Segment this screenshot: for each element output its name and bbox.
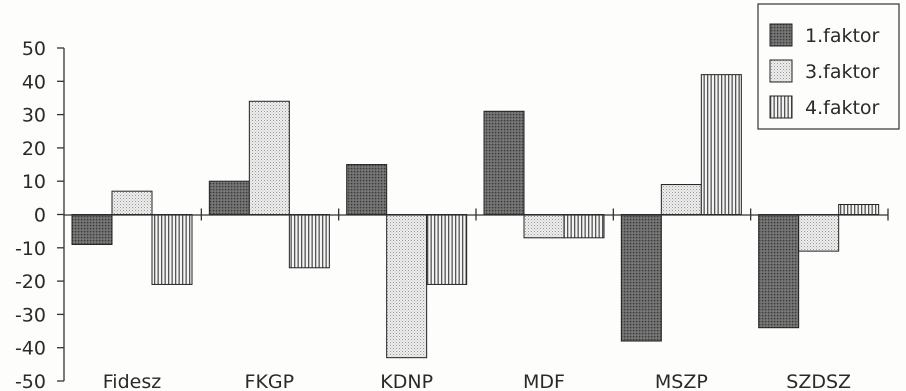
bars-group (71, 74, 880, 359)
bar-mszp-4faktor (700, 74, 742, 215)
legend-label: 3.faktor (805, 61, 880, 83)
bar-fidesz-4faktor (151, 214, 193, 285)
category-label: FKGP (245, 371, 295, 391)
bar-kdnp-4faktor (426, 214, 468, 285)
y-tick-label: -50 (15, 371, 46, 391)
bar-szdsz-4faktor (838, 204, 880, 215)
bar-fkgp-3faktor (248, 100, 290, 215)
y-tick-label: 0 (34, 205, 46, 227)
category-label: SZDSZ (786, 371, 851, 391)
bar-fkgp-1faktor (208, 180, 250, 215)
y-tick-label: 40 (22, 71, 46, 93)
legend-label: 4.faktor (805, 97, 880, 119)
bar-fidesz-3faktor (111, 190, 153, 216)
legend: 1.faktor 3.faktor 4.faktor (757, 3, 900, 130)
bar-kdnp-1faktor (346, 164, 388, 216)
bar-mszp-3faktor (660, 184, 702, 215)
bar-fidesz-1faktor (71, 214, 113, 245)
legend-swatch (769, 95, 793, 119)
y-tick-label: -30 (15, 304, 46, 326)
legend-swatch (769, 59, 793, 83)
bar-mdf-1faktor (483, 110, 525, 215)
bar-mszp-1faktor (620, 214, 662, 342)
category-label: MSZP (655, 371, 708, 391)
y-tick-label: 20 (22, 138, 46, 160)
bar-szdsz-1faktor (758, 214, 800, 329)
bar-mdf-4faktor (563, 214, 605, 239)
y-ticks: 50 40 30 20 10 0 -10 -20 -30 -40 -50 (15, 38, 64, 391)
bar-mdf-3faktor (523, 214, 565, 239)
y-tick-label: -10 (15, 238, 46, 260)
y-tick-label: 50 (22, 38, 46, 60)
legend-swatch (769, 23, 793, 47)
y-tick-label: 30 (22, 105, 46, 127)
bar-kdnp-3faktor (386, 214, 428, 359)
category-label: MDF (523, 371, 565, 391)
x-ticks (200, 208, 889, 221)
category-label: KDNP (380, 371, 433, 391)
category-label: Fidesz (103, 371, 161, 391)
y-tick-label: 10 (22, 171, 46, 193)
y-tick-label: -40 (15, 338, 46, 360)
y-tick-label: -20 (15, 271, 46, 293)
bar-szdsz-3faktor (798, 214, 840, 252)
category-labels: Fidesz FKGP KDNP MDF MSZP SZDSZ (103, 371, 851, 391)
legend-label: 1.faktor (805, 25, 880, 47)
bar-fkgp-4faktor (288, 214, 330, 269)
